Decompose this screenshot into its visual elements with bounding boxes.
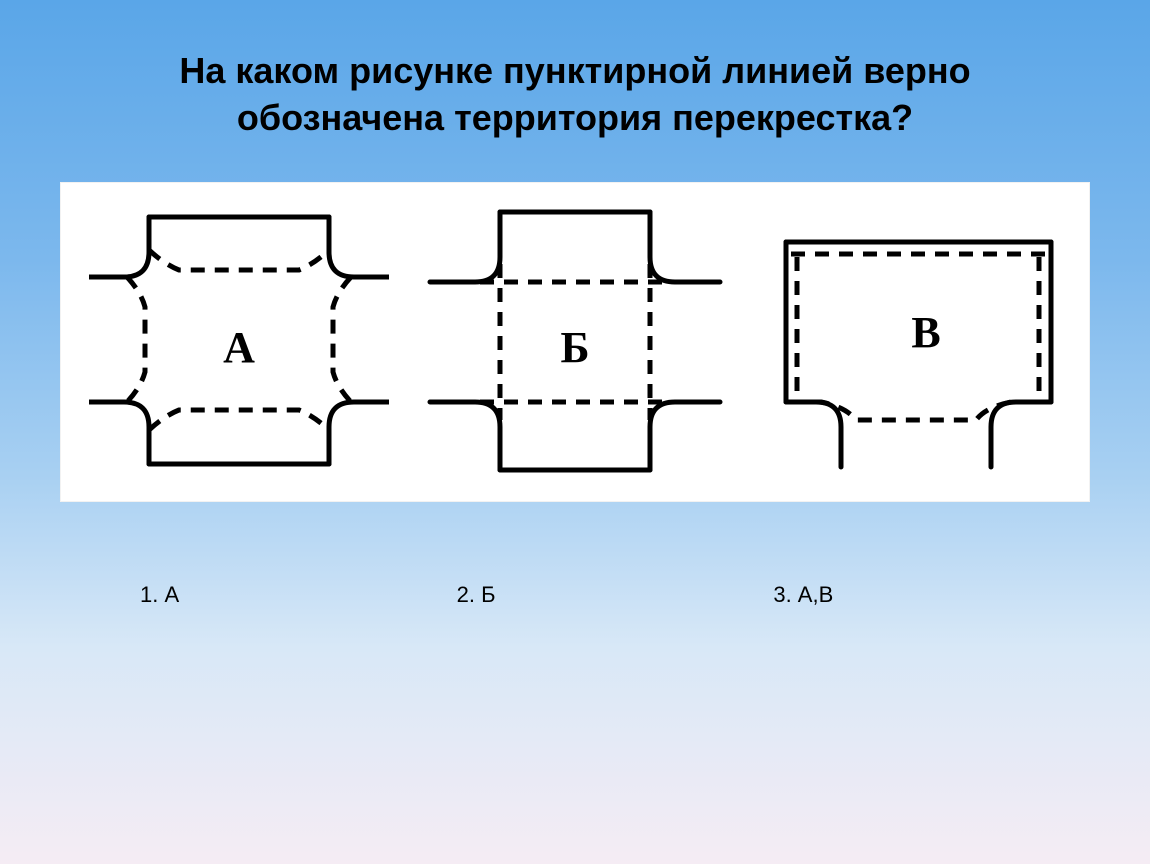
diagram-b: Б bbox=[425, 202, 725, 482]
answer-options: 1. А 2. Б 3. А,В bbox=[100, 582, 1050, 608]
diagram-b-label: Б bbox=[560, 323, 589, 372]
diagram-c-label: В bbox=[911, 308, 940, 357]
diagram-a-label: А bbox=[223, 323, 255, 372]
answer-option-2: 2. Б bbox=[417, 582, 734, 608]
diagram-a: А bbox=[89, 202, 389, 482]
answer-option-3: 3. А,В bbox=[733, 582, 1050, 608]
diagram-c: В bbox=[761, 202, 1061, 482]
slide-title: На каком рисунке пунктирной линией верно… bbox=[0, 0, 1150, 172]
diagram-container: А bbox=[60, 182, 1090, 502]
answer-option-1: 1. А bbox=[100, 582, 417, 608]
